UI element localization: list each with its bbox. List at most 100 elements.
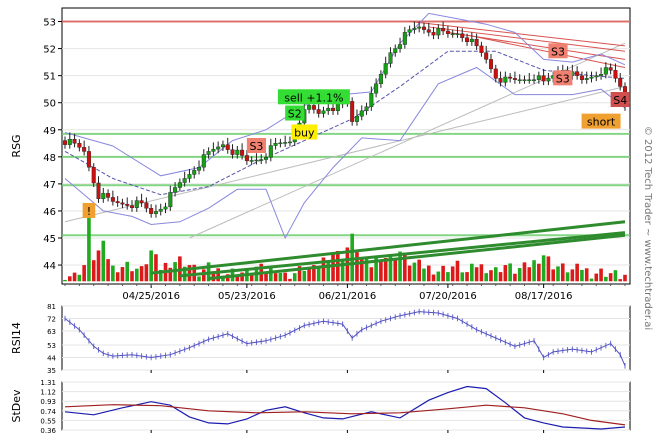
- volume-bar: [369, 267, 374, 282]
- volume-bar: [426, 265, 431, 282]
- volume-bar: [364, 256, 369, 282]
- volume-bar: [249, 274, 254, 282]
- candle-body: [240, 149, 245, 156]
- volume-bar: [489, 270, 493, 282]
- price-y-tick-label: 48: [43, 153, 56, 164]
- candle-body: [264, 157, 269, 160]
- rsi-line: [64, 311, 626, 366]
- candle-body: [455, 33, 460, 35]
- volume-bar: [594, 273, 599, 282]
- candle-body: [541, 75, 546, 82]
- price-y-tick-label: 45: [43, 234, 56, 245]
- candle-body: [163, 206, 168, 210]
- candle-body: [249, 160, 254, 162]
- volume-bar: [278, 272, 283, 282]
- candle-body: [431, 32, 436, 36]
- volume-bar: [283, 272, 287, 282]
- candle-body: [206, 151, 211, 155]
- candle-body: [465, 37, 470, 43]
- volume-bar: [503, 265, 508, 282]
- candle-body: [168, 192, 173, 208]
- candle-body: [594, 75, 599, 78]
- rsi-axis-label: RSI14: [10, 322, 23, 354]
- volume-bar: [613, 270, 618, 282]
- candle-body: [307, 105, 312, 110]
- candle-body: [484, 52, 489, 60]
- volume-bar: [623, 274, 627, 282]
- candle-body: [603, 67, 608, 75]
- candle-body: [72, 139, 77, 144]
- rsi-y-tick-label: 35: [47, 367, 56, 375]
- candle-body: [359, 110, 364, 117]
- volume-bar: [139, 266, 144, 282]
- price-y-tick-label: 49: [43, 126, 56, 137]
- candle-body: [268, 145, 273, 158]
- candle-body: [374, 83, 379, 94]
- price-y-tick-label: 52: [43, 45, 56, 56]
- volume-bar: [106, 259, 110, 282]
- price-y-tick-label: 53: [43, 18, 56, 29]
- volume-bar: [269, 266, 273, 282]
- candle-body: [398, 44, 403, 49]
- x-tick-label: 04/25/2016: [122, 291, 180, 302]
- candle-body: [369, 93, 374, 107]
- candle-body: [527, 79, 532, 81]
- candle-body: [120, 202, 125, 205]
- signal-label: S2: [288, 108, 302, 121]
- volume-bar: [264, 272, 268, 282]
- candle-body: [393, 48, 398, 53]
- candle-body: [225, 144, 230, 150]
- volume-bar: [513, 273, 517, 282]
- candle-body: [173, 187, 178, 193]
- stdev-y-tick-label: 0.55: [40, 417, 56, 425]
- volume-bar: [82, 265, 86, 282]
- volume-bar: [575, 263, 579, 282]
- volume-bar: [350, 233, 354, 282]
- price-axis-label: RSG: [10, 134, 23, 157]
- volume-bar: [359, 258, 364, 282]
- candle-body: [613, 70, 618, 79]
- candle-body: [608, 67, 613, 71]
- candle-body: [287, 141, 292, 144]
- stdev-y-tick-label: 0.93: [40, 398, 56, 406]
- volume-bar: [340, 261, 345, 282]
- volume-bar: [72, 272, 77, 282]
- candle-body: [479, 45, 484, 53]
- price-y-tick-label: 47: [43, 180, 56, 191]
- x-tick-label: 06/21/2016: [319, 291, 377, 302]
- candle-body: [106, 193, 111, 198]
- candle-body: [311, 105, 316, 110]
- candle-body: [335, 103, 340, 112]
- volume-bar: [216, 268, 220, 282]
- volume-bar: [67, 276, 72, 282]
- candle-body: [599, 74, 604, 76]
- candle-body: [316, 109, 321, 114]
- candle-body: [503, 76, 508, 83]
- candle-body: [283, 142, 288, 144]
- volume-bar: [407, 265, 412, 282]
- volume-bar: [316, 267, 321, 282]
- volume-bar: [297, 266, 302, 282]
- signal-marker: [285, 105, 305, 121]
- candle-body: [139, 200, 144, 204]
- volume-bar: [584, 268, 589, 282]
- signal-label: S3: [556, 72, 570, 85]
- volume-bar: [556, 266, 560, 282]
- volume-bar: [288, 278, 292, 282]
- volume-bar: [417, 259, 421, 282]
- candle-body: [493, 68, 498, 79]
- candle-body: [278, 142, 283, 145]
- candle-body: [364, 106, 369, 112]
- volume-bar: [393, 259, 398, 282]
- candle-body: [254, 159, 259, 162]
- rsi-y-tick-label: 53: [47, 342, 56, 350]
- volume-bar: [517, 268, 522, 282]
- rsi-plot-frame: [61, 305, 631, 371]
- candle-body: [86, 151, 91, 168]
- volume-bar: [221, 277, 225, 282]
- signal-marker: [548, 43, 568, 59]
- candle-body: [441, 28, 446, 32]
- candle-body: [187, 174, 192, 179]
- candle-body: [211, 148, 216, 152]
- candle-body: [421, 26, 426, 30]
